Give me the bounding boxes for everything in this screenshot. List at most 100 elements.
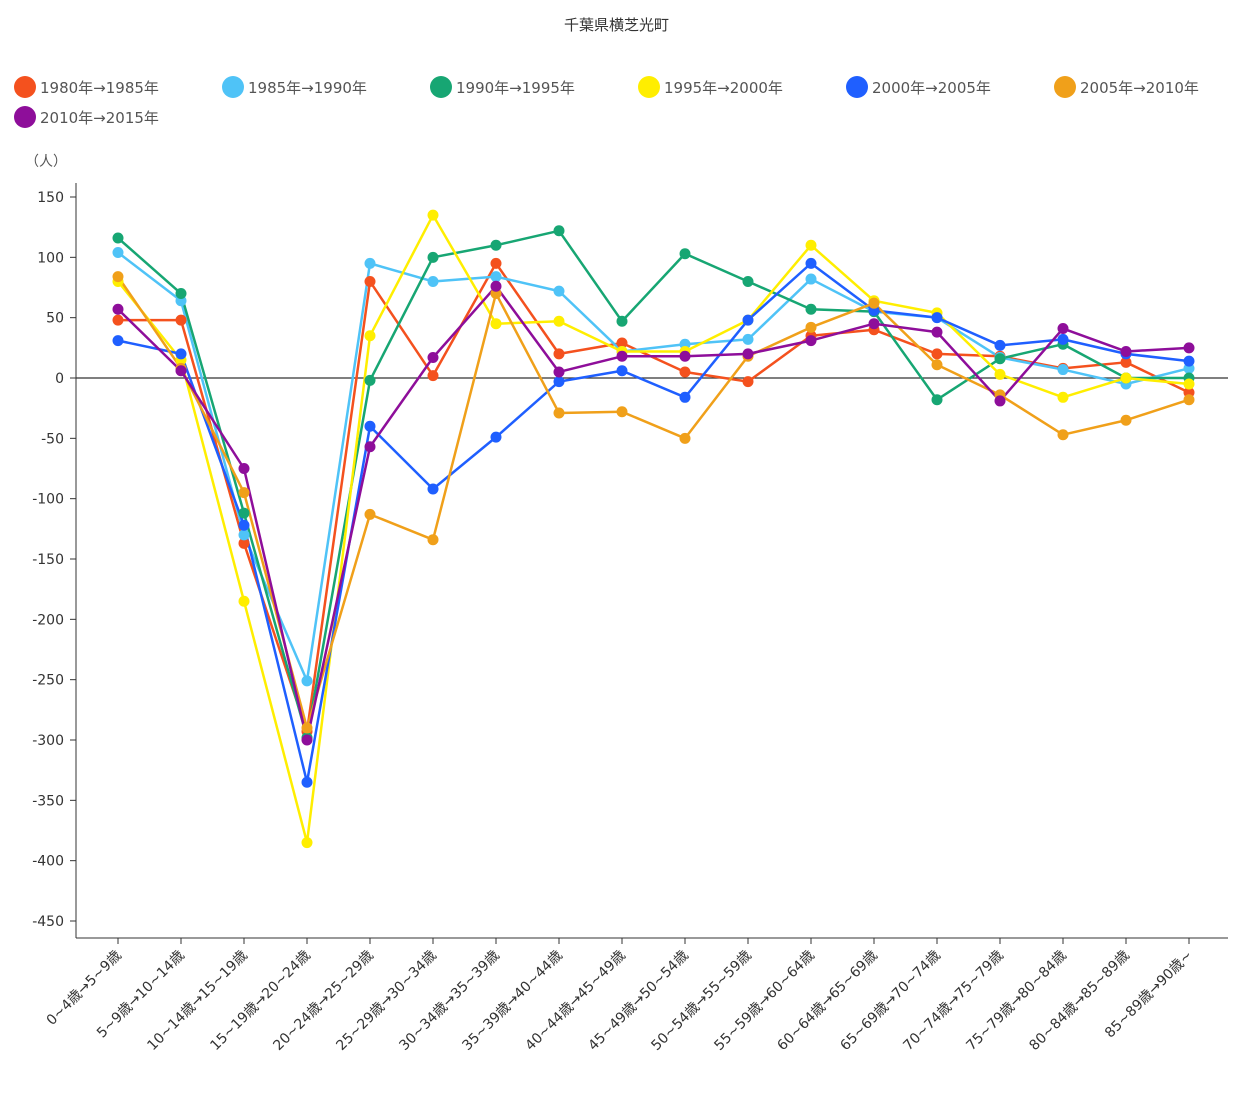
data-point[interactable] bbox=[994, 395, 1006, 407]
data-point[interactable] bbox=[679, 248, 691, 260]
data-point[interactable] bbox=[931, 394, 943, 406]
data-point[interactable] bbox=[490, 239, 502, 251]
data-point[interactable] bbox=[931, 326, 943, 338]
data-point[interactable] bbox=[616, 365, 628, 377]
legend-item[interactable]: 2010年→2015年 bbox=[14, 106, 159, 128]
data-point[interactable] bbox=[616, 315, 628, 327]
data-point[interactable] bbox=[1183, 378, 1195, 390]
data-point[interactable] bbox=[1183, 394, 1195, 406]
data-point[interactable] bbox=[112, 303, 124, 315]
data-point[interactable] bbox=[1120, 414, 1132, 426]
data-point[interactable] bbox=[364, 257, 376, 269]
data-point[interactable] bbox=[490, 271, 502, 283]
data-point[interactable] bbox=[742, 376, 754, 388]
data-point[interactable] bbox=[364, 441, 376, 453]
data-point[interactable] bbox=[238, 537, 250, 549]
data-point[interactable] bbox=[364, 420, 376, 432]
data-point[interactable] bbox=[805, 239, 817, 251]
data-point[interactable] bbox=[1120, 345, 1132, 357]
data-point[interactable] bbox=[112, 247, 124, 259]
data-point[interactable] bbox=[1057, 323, 1069, 335]
data-point[interactable] bbox=[805, 321, 817, 333]
data-point[interactable] bbox=[238, 463, 250, 474]
data-point[interactable] bbox=[868, 318, 880, 330]
data-point[interactable] bbox=[175, 348, 187, 360]
data-point[interactable] bbox=[805, 335, 817, 347]
data-point[interactable] bbox=[742, 275, 754, 287]
data-point[interactable] bbox=[112, 232, 124, 244]
data-point[interactable] bbox=[112, 335, 124, 347]
legend-item[interactable]: 1995年→2000年 bbox=[638, 76, 783, 98]
data-point[interactable] bbox=[301, 722, 313, 734]
data-point[interactable] bbox=[805, 273, 817, 285]
data-point[interactable] bbox=[553, 225, 565, 237]
data-point[interactable] bbox=[301, 734, 313, 746]
data-point[interactable] bbox=[364, 275, 376, 287]
data-point[interactable] bbox=[805, 303, 817, 315]
data-point[interactable] bbox=[175, 288, 187, 300]
data-point[interactable] bbox=[112, 271, 124, 283]
data-point[interactable] bbox=[1057, 364, 1069, 376]
data-point[interactable] bbox=[427, 370, 439, 382]
data-point[interactable] bbox=[1057, 429, 1069, 441]
data-point[interactable] bbox=[742, 314, 754, 326]
legend-item[interactable]: 1980年→1985年 bbox=[14, 76, 159, 98]
data-point[interactable] bbox=[553, 407, 565, 419]
data-point[interactable] bbox=[490, 431, 502, 443]
data-point[interactable] bbox=[490, 318, 502, 330]
data-point[interactable] bbox=[1057, 391, 1069, 403]
data-point[interactable] bbox=[742, 333, 754, 345]
data-point[interactable] bbox=[175, 314, 187, 326]
data-point[interactable] bbox=[238, 507, 250, 519]
data-point[interactable] bbox=[301, 837, 313, 849]
data-point[interactable] bbox=[868, 297, 880, 309]
data-point[interactable] bbox=[553, 376, 565, 388]
legend-item[interactable]: 2005年→2010年 bbox=[1054, 76, 1199, 98]
data-point[interactable] bbox=[301, 675, 313, 687]
data-point[interactable] bbox=[427, 251, 439, 263]
data-point[interactable] bbox=[679, 366, 691, 378]
data-point[interactable] bbox=[616, 350, 628, 362]
data-point[interactable] bbox=[427, 275, 439, 287]
data-point[interactable] bbox=[238, 529, 250, 541]
data-point[interactable] bbox=[427, 534, 439, 546]
data-point[interactable] bbox=[679, 391, 691, 403]
data-point[interactable] bbox=[1120, 372, 1132, 384]
data-point[interactable] bbox=[553, 315, 565, 327]
data-point[interactable] bbox=[553, 348, 565, 360]
data-point[interactable] bbox=[427, 351, 439, 363]
data-point[interactable] bbox=[994, 353, 1006, 365]
data-point[interactable] bbox=[1183, 342, 1195, 354]
data-point[interactable] bbox=[490, 257, 502, 269]
data-point[interactable] bbox=[427, 209, 439, 221]
data-point[interactable] bbox=[238, 595, 250, 607]
data-point[interactable] bbox=[1183, 355, 1195, 367]
data-point[interactable] bbox=[931, 359, 943, 371]
data-point[interactable] bbox=[364, 508, 376, 520]
data-point[interactable] bbox=[616, 337, 628, 349]
data-point[interactable] bbox=[553, 366, 565, 378]
data-point[interactable] bbox=[112, 314, 124, 326]
data-point[interactable] bbox=[1057, 333, 1069, 345]
data-point[interactable] bbox=[994, 368, 1006, 380]
data-point[interactable] bbox=[994, 339, 1006, 351]
data-point[interactable] bbox=[364, 330, 376, 342]
data-point[interactable] bbox=[1120, 356, 1132, 368]
legend-item[interactable]: 2000年→2005年 bbox=[846, 76, 991, 98]
data-point[interactable] bbox=[427, 483, 439, 495]
data-point[interactable] bbox=[805, 257, 817, 269]
legend-item[interactable]: 1985年→1990年 bbox=[222, 76, 367, 98]
legend-item[interactable]: 1990年→1995年 bbox=[430, 76, 575, 98]
data-point[interactable] bbox=[238, 519, 250, 531]
data-point[interactable] bbox=[553, 285, 565, 297]
data-point[interactable] bbox=[364, 374, 376, 386]
data-point[interactable] bbox=[175, 365, 187, 377]
data-point[interactable] bbox=[931, 312, 943, 324]
data-point[interactable] bbox=[238, 487, 250, 499]
data-point[interactable] bbox=[679, 350, 691, 362]
data-point[interactable] bbox=[679, 432, 691, 444]
data-point[interactable] bbox=[742, 348, 754, 360]
data-point[interactable] bbox=[490, 280, 502, 292]
data-point[interactable] bbox=[931, 348, 943, 360]
data-point[interactable] bbox=[301, 776, 313, 788]
